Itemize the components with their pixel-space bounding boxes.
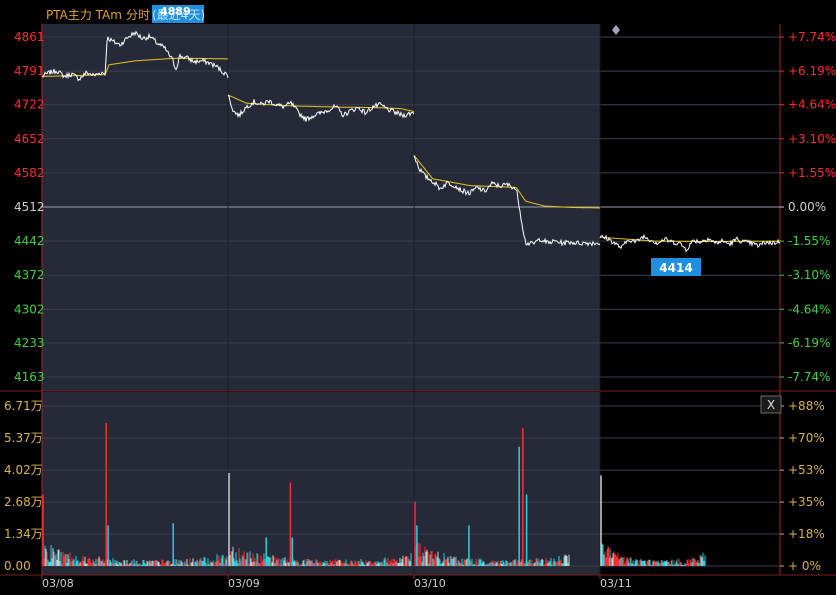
average-price-line — [41, 57, 228, 77]
volume-tick-label: 2.68万 — [4, 495, 43, 509]
percent-tick-label: +3.10% — [788, 132, 836, 146]
close-icon[interactable]: X — [767, 398, 775, 412]
volume-percent-label: +18% — [788, 527, 825, 541]
percent-tick-label: -7.74% — [788, 370, 830, 384]
diamond-marker-icon — [612, 25, 620, 35]
overlay-value: 4889 — [160, 5, 191, 18]
price-line — [599, 233, 781, 253]
price-tick-label: 4652 — [14, 132, 45, 146]
price-line — [413, 155, 601, 247]
price-tick-label: 4791 — [14, 64, 45, 78]
average-price-line — [413, 155, 600, 209]
percent-tick-label: +6.19% — [788, 64, 836, 78]
price-tick-label: 4233 — [14, 336, 45, 350]
volume-tick-label: 6.71万 — [4, 399, 43, 413]
current-price-badge: 4414 — [651, 258, 701, 276]
volume-tick-label: 0.00 — [4, 559, 31, 573]
price-tick-label: 4861 — [14, 30, 45, 44]
percent-tick-label: -3.10% — [788, 268, 830, 282]
current-price-value: 4414 — [659, 261, 692, 275]
close-volume-button[interactable]: X — [760, 395, 782, 414]
mode-label: 分时 — [126, 8, 150, 22]
percent-tick-label: +7.74% — [788, 30, 836, 44]
date-tick-label: 03/08 — [42, 577, 74, 590]
volume-percent-label: +53% — [788, 463, 825, 477]
average-price-line — [599, 236, 780, 243]
percent-tick-label: 0.00% — [788, 200, 826, 214]
date-tick-label: 03/11 — [600, 577, 632, 590]
instrument-label: PTA主力 TAm — [46, 8, 122, 22]
percent-tick-label: +4.64% — [788, 98, 836, 112]
volume-tick-label: 5.37万 — [4, 431, 43, 445]
price-line — [41, 30, 229, 82]
price-tick-label: 4582 — [14, 166, 45, 180]
percent-tick-label: -1.55% — [788, 234, 830, 248]
volume-percent-label: +88% — [788, 399, 825, 413]
date-tick-label: 03/10 — [414, 577, 446, 590]
price-tick-label: 4163 — [14, 370, 45, 384]
percent-tick-label: -4.64% — [788, 302, 830, 316]
volume-tick-label: 4.02万 — [4, 463, 43, 477]
period-label: (最近4天) — [152, 8, 205, 22]
percent-tick-label: +1.55% — [788, 166, 836, 180]
volume-tick-label: 1.34万 — [4, 527, 43, 541]
history-volume-panel — [42, 392, 600, 575]
price-line — [227, 95, 415, 122]
volume-percent-label: + 0% — [788, 559, 821, 573]
price-tick-label: 4512 — [14, 200, 45, 214]
volume-percent-label: +35% — [788, 495, 825, 509]
price-tick-label: 4442 — [14, 234, 45, 248]
volume-percent-label: +70% — [788, 431, 825, 445]
price-tick-label: 4722 — [14, 98, 45, 112]
percent-tick-label: -6.19% — [788, 336, 830, 350]
price-tick-label: 4302 — [14, 302, 45, 316]
price-tick-label: 4372 — [14, 268, 45, 282]
overlay-value-badge — [152, 5, 204, 23]
date-tick-label: 03/09 — [228, 577, 260, 590]
